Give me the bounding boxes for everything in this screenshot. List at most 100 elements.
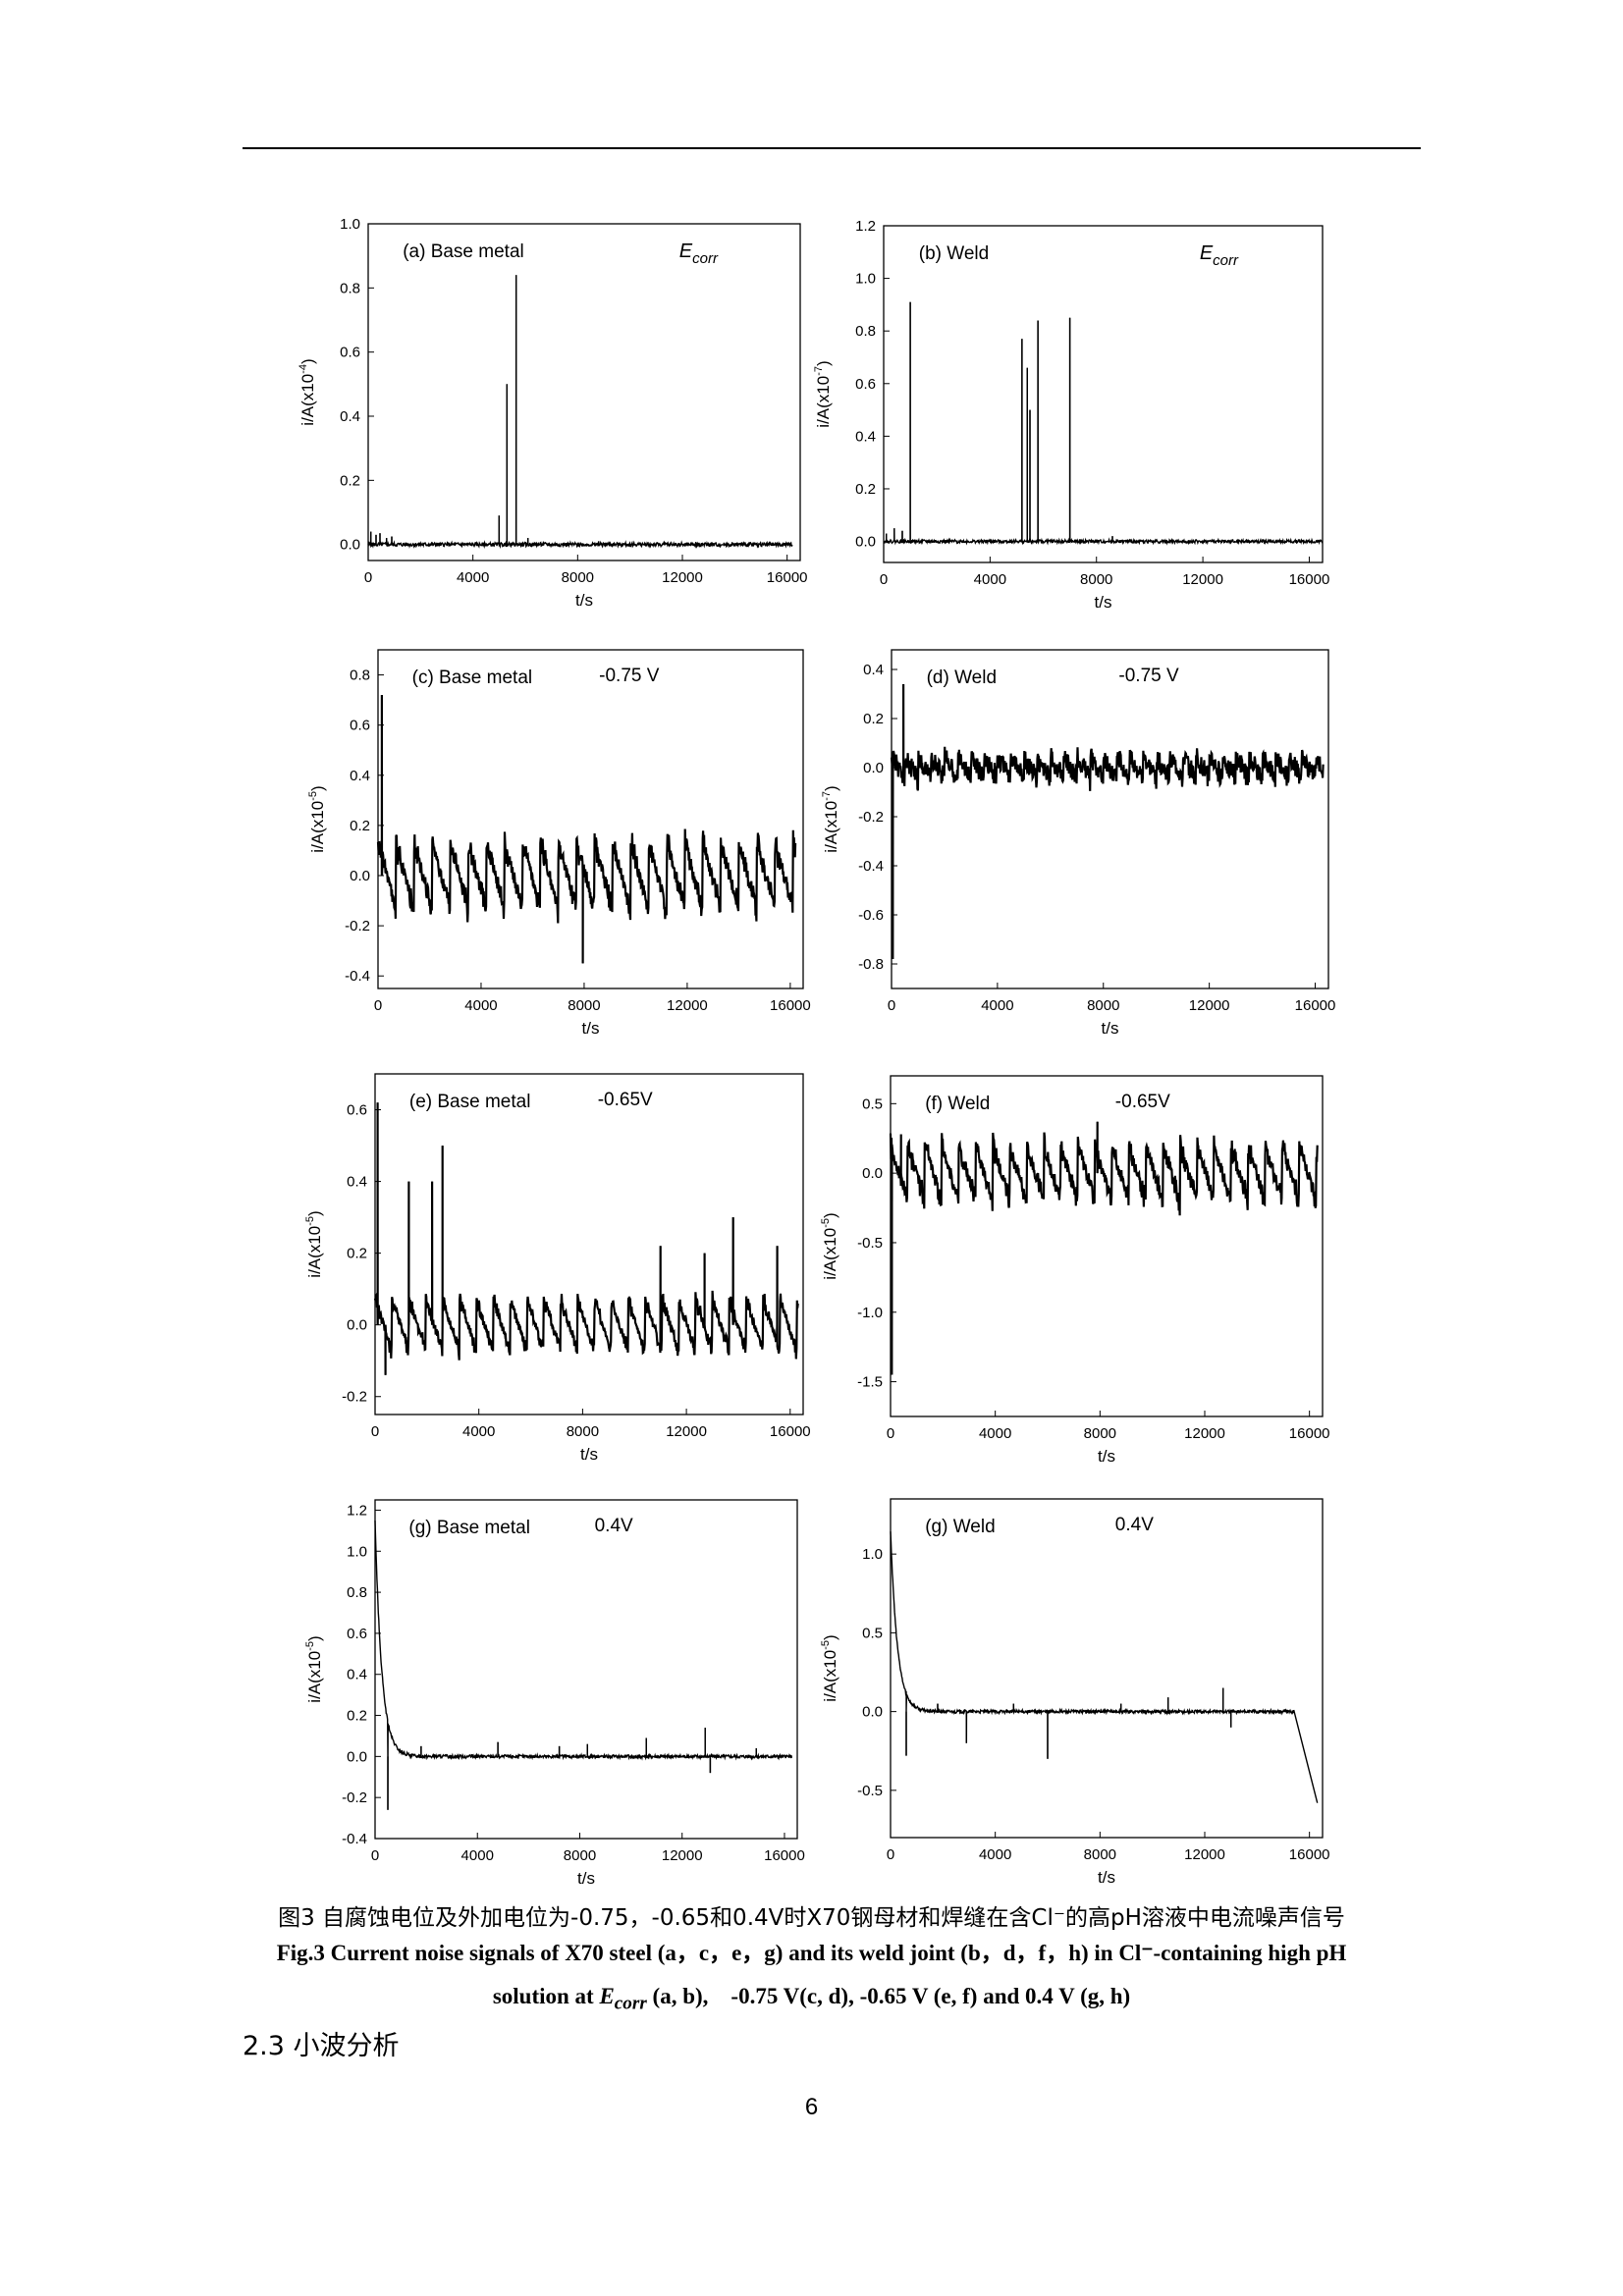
x-tick-label: 8000 bbox=[1087, 997, 1119, 1014]
x-tick-label: 0 bbox=[888, 997, 895, 1014]
x-axis-label: t/s bbox=[1102, 1019, 1119, 1038]
panel-label: (d) Weld bbox=[927, 667, 997, 688]
x-tick-label: 12000 bbox=[666, 1423, 707, 1440]
y-tick-label: 0.2 bbox=[863, 711, 884, 727]
caption-en-prefix: Fig.3 bbox=[276, 1941, 331, 1965]
x-tick-label: 0 bbox=[880, 571, 888, 588]
x-tick-label: 16000 bbox=[770, 1423, 811, 1440]
potential-label: -0.75 V bbox=[599, 666, 660, 686]
y-axis-label: i/A(x10-5) bbox=[307, 785, 327, 852]
x-tick-label: 0 bbox=[374, 997, 382, 1014]
x-axis-label: t/s bbox=[582, 1019, 600, 1038]
y-tick-label: 0.0 bbox=[347, 1317, 367, 1334]
x-axis-label: t/s bbox=[580, 1445, 598, 1464]
y-tick-label: 0.6 bbox=[350, 718, 370, 734]
chart-h: -0.5 0.0 0.5 1.0 0 4000 8000 12000 16000 t/s i/A(x… bbox=[820, 1498, 1330, 1887]
y-tick-label: 0.4 bbox=[863, 662, 884, 678]
y-axis-label: i/A(x10-5) bbox=[304, 1210, 324, 1277]
y-tick-label: 0.4 bbox=[340, 408, 360, 425]
y-tick-label: 0.0 bbox=[350, 868, 370, 884]
x-tick-label: 4000 bbox=[461, 1847, 494, 1864]
x-axis-label: t/s bbox=[1095, 593, 1112, 612]
y-tick-label: 0.4 bbox=[347, 1667, 367, 1683]
x-tick-label: 16000 bbox=[1295, 997, 1336, 1014]
potential-label: Ecorr bbox=[1200, 242, 1239, 269]
y-tick-label: 0.4 bbox=[350, 768, 370, 784]
y-tick-label: -0.2 bbox=[342, 1389, 367, 1406]
caption-en-sol: solution at bbox=[492, 1984, 600, 2008]
series-line bbox=[884, 301, 1324, 546]
y-tick-label: -0.4 bbox=[858, 858, 884, 875]
y-tick-label: 1.0 bbox=[340, 216, 360, 233]
potential-label: 0.4V bbox=[595, 1516, 633, 1536]
potential-label: -0.65V bbox=[1115, 1092, 1170, 1112]
y-axis-label: i/A(x10-5) bbox=[304, 1635, 324, 1702]
y-tick-label: 0.2 bbox=[340, 472, 360, 489]
chart-d: -0.8 -0.6 -0.4 -0.2 0.0 0.2 0.4 0 4000 8000 12000 1… bbox=[821, 649, 1335, 1038]
y-axis-label: i/A(x10-4) bbox=[298, 358, 317, 425]
x-tick-label: 12000 bbox=[1182, 571, 1223, 588]
x-tick-label: 16000 bbox=[764, 1847, 805, 1864]
y-tick-label: -0.2 bbox=[342, 1789, 367, 1806]
panel-label: (g) Weld bbox=[925, 1517, 995, 1537]
y-tick-label: -0.6 bbox=[858, 907, 884, 924]
y-tick-label: 0.8 bbox=[347, 1584, 367, 1601]
x-tick-label: 12000 bbox=[1189, 997, 1230, 1014]
plot-frame bbox=[890, 1075, 1324, 1417]
plot-frame bbox=[374, 1499, 798, 1840]
plot-frame bbox=[883, 225, 1324, 563]
y-tick-label: 1.0 bbox=[862, 1546, 883, 1563]
y-tick-label: 0.8 bbox=[855, 323, 876, 340]
x-tick-label: 4000 bbox=[979, 1425, 1011, 1442]
chart-g: -0.4 -0.2 0.0 0.2 0.4 0.6 0.8 1.0 1.2 0 4000 8000 12… bbox=[304, 1499, 805, 1888]
caption-en-line2: (a, b), -0.75 V(c, d), -0.65 V (e, f) an… bbox=[652, 1984, 1131, 2008]
x-tick-label: 12000 bbox=[662, 1847, 703, 1864]
y-tick-label: 0.0 bbox=[863, 760, 884, 776]
page-number: 6 bbox=[804, 2094, 819, 2120]
x-tick-label: 12000 bbox=[1184, 1846, 1225, 1863]
panel-label: (e) Base metal bbox=[409, 1092, 531, 1112]
x-tick-label: 4000 bbox=[981, 997, 1013, 1014]
x-tick-label: 16000 bbox=[1289, 1846, 1330, 1863]
potential-label: -0.75 V bbox=[1118, 666, 1179, 686]
panel-label: (a) Base metal bbox=[403, 241, 524, 262]
chart-f: -1.5 -1.0 -0.5 0.0 0.5 0 4000 8000 12000 16000 t/s… bbox=[820, 1075, 1330, 1466]
panel-label: (g) Base metal bbox=[408, 1518, 530, 1538]
x-axis-label: t/s bbox=[577, 1869, 595, 1888]
x-tick-label: 4000 bbox=[462, 1423, 495, 1440]
caption-chinese: 图3 自腐蚀电位及外加电位为-0.75，-0.65和0.4V时X70钢母材和焊缝… bbox=[278, 1905, 1345, 1931]
y-tick-label: 0.2 bbox=[347, 1246, 367, 1262]
y-tick-label: -0.2 bbox=[345, 918, 370, 934]
caption-en-line1: Current noise signals of X70 steel (a，c，… bbox=[330, 1941, 1347, 1965]
section-heading: 2.3 小波分析 bbox=[243, 2031, 400, 2061]
header-rule bbox=[243, 147, 1421, 149]
panel-label: (c) Base metal bbox=[412, 667, 532, 688]
chart-c: -0.4 -0.2 0.0 0.2 0.4 0.6 0.8 0 4000 8000 12000 160… bbox=[307, 649, 811, 1038]
potential-label: Ecorr bbox=[679, 240, 719, 267]
plot-frame bbox=[374, 1073, 804, 1415]
y-axis-label: i/A(x10-7) bbox=[821, 785, 840, 852]
panel-label: (b) Weld bbox=[919, 243, 989, 264]
y-tick-label: 0.8 bbox=[350, 667, 370, 684]
potential-label: -0.65V bbox=[598, 1090, 653, 1110]
x-tick-label: 8000 bbox=[1084, 1425, 1116, 1442]
series-line bbox=[374, 1520, 792, 1810]
x-tick-label: 4000 bbox=[974, 571, 1006, 588]
x-tick-label: 8000 bbox=[564, 1847, 596, 1864]
y-tick-label: 0.4 bbox=[347, 1174, 367, 1191]
chart-b: 0.0 0.2 0.4 0.6 0.8 1.0 1.2 0 4000 8000 12000 16000… bbox=[813, 218, 1329, 612]
panel-label: (f) Weld bbox=[925, 1094, 990, 1114]
x-tick-label: 8000 bbox=[568, 997, 600, 1014]
x-tick-label: 16000 bbox=[1289, 1425, 1330, 1442]
x-tick-label: 8000 bbox=[1084, 1846, 1116, 1863]
y-tick-label: 0.6 bbox=[340, 345, 360, 361]
plot-frame bbox=[367, 223, 801, 561]
y-tick-label: 0.2 bbox=[347, 1708, 367, 1725]
x-axis-label: t/s bbox=[1098, 1447, 1115, 1466]
plot-frame bbox=[890, 1498, 1324, 1839]
y-tick-label: 0.2 bbox=[855, 481, 876, 498]
y-tick-label: 1.0 bbox=[855, 271, 876, 288]
series-line bbox=[367, 275, 793, 550]
series-line bbox=[889, 1121, 1319, 1375]
y-tick-label: 0.5 bbox=[862, 1625, 883, 1641]
